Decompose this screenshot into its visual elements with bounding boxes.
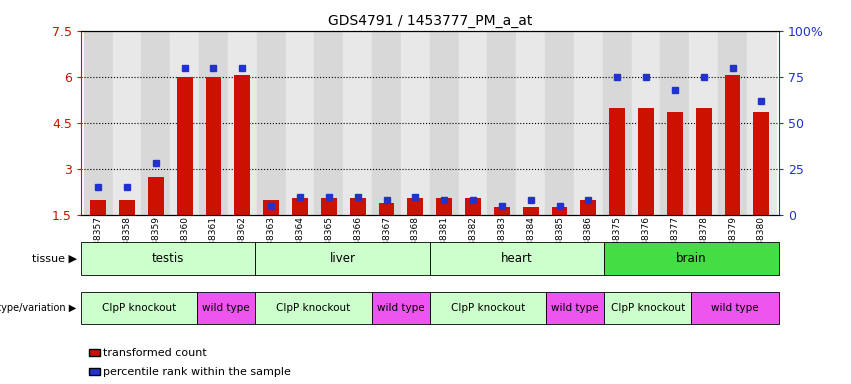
Bar (638, 108, 654, 215)
Bar (430, 242, 604, 275)
Bar (465, 198, 481, 215)
Bar (546, 292, 604, 324)
Bar (81, 242, 255, 275)
Bar (372, 292, 430, 324)
Bar (517, 31, 545, 215)
Text: wild type: wild type (203, 303, 250, 313)
Title: GDS4791 / 1453777_PM_a_at: GDS4791 / 1453777_PM_a_at (328, 14, 532, 28)
Bar (574, 31, 603, 215)
Bar (177, 77, 192, 215)
Text: testis: testis (151, 252, 185, 265)
Bar (90, 200, 106, 215)
Text: heart: heart (501, 252, 533, 265)
Bar (199, 31, 228, 215)
Bar (170, 31, 199, 215)
Bar (692, 292, 779, 324)
Bar (141, 31, 170, 215)
Bar (314, 31, 343, 215)
Text: ClpP knockout: ClpP knockout (102, 303, 176, 313)
Bar (228, 31, 257, 215)
Text: brain: brain (677, 252, 706, 265)
Bar (263, 200, 279, 215)
Bar (350, 198, 366, 215)
Bar (148, 177, 163, 215)
Bar (753, 112, 769, 215)
Bar (523, 207, 539, 215)
Bar (603, 31, 631, 215)
Bar (372, 31, 401, 215)
Bar (430, 31, 459, 215)
Text: wild type: wild type (377, 303, 425, 313)
Bar (119, 200, 135, 215)
Bar (609, 108, 625, 215)
Bar (379, 203, 394, 215)
Bar (747, 31, 776, 215)
Bar (408, 198, 423, 215)
Bar (604, 242, 779, 275)
Text: tissue ▶: tissue ▶ (31, 253, 77, 263)
Bar (667, 112, 683, 215)
Bar (255, 242, 430, 275)
Text: liver: liver (329, 252, 356, 265)
Bar (545, 31, 574, 215)
Bar (459, 31, 488, 215)
Bar (430, 292, 546, 324)
Bar (488, 31, 517, 215)
Bar (343, 31, 372, 215)
Bar (257, 31, 286, 215)
Text: ClpP knockout: ClpP knockout (451, 303, 525, 313)
Bar (112, 31, 141, 215)
Bar (551, 207, 568, 215)
Bar (718, 31, 747, 215)
Bar (206, 77, 221, 215)
Text: ClpP knockout: ClpP knockout (611, 303, 685, 313)
Bar (631, 31, 660, 215)
Text: wild type: wild type (551, 303, 599, 313)
Bar (660, 31, 689, 215)
Bar (696, 108, 711, 215)
Text: ClpP knockout: ClpP knockout (277, 303, 351, 313)
Bar (286, 31, 314, 215)
Bar (494, 207, 510, 215)
Bar (580, 200, 597, 215)
Text: transformed count: transformed count (103, 348, 207, 358)
Bar (321, 198, 337, 215)
Text: wild type: wild type (711, 303, 759, 313)
Bar (689, 31, 718, 215)
Bar (724, 75, 740, 215)
Text: genotype/variation ▶: genotype/variation ▶ (0, 303, 77, 313)
Bar (292, 198, 308, 215)
Bar (255, 292, 372, 324)
Bar (604, 292, 691, 324)
Bar (83, 31, 112, 215)
Bar (197, 292, 255, 324)
Text: percentile rank within the sample: percentile rank within the sample (103, 367, 291, 377)
Bar (81, 292, 197, 324)
Bar (437, 198, 452, 215)
Bar (401, 31, 430, 215)
Bar (234, 75, 250, 215)
